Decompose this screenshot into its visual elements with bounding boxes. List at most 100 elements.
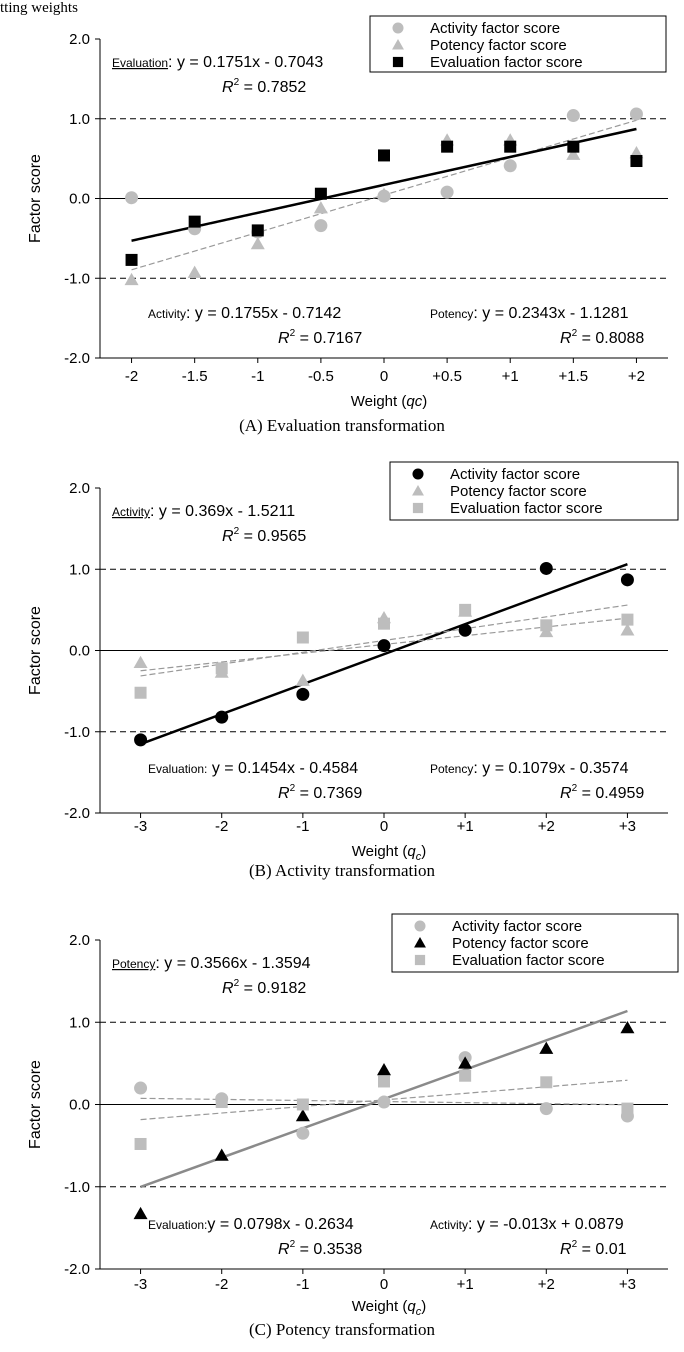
chart-b-point-s2-0 — [134, 686, 147, 699]
chart-b-legend-marker-1 — [412, 485, 424, 496]
chart-c-annotation-eq-0: Potency: y = 0.3566x - 1.3594 — [112, 955, 311, 972]
chart-c-annotation-r2-val-2: = 0.01 — [577, 1241, 626, 1258]
chart-a-x-axis-label-main: Weight ( — [351, 393, 407, 410]
chart-b-annotation-r2-2: R2 = 0.4959 — [560, 783, 644, 802]
chart-a-x-axis-label-close: ) — [422, 393, 427, 410]
chart-a-point-s2-2 — [251, 224, 264, 237]
chart-a-point-s0-0 — [125, 191, 139, 205]
chart-c-annotation-r2-0: R2 = 0.9182 — [222, 978, 306, 997]
chart-c-annotation-label-1: Evaluation: — [148, 1218, 207, 1232]
chart-c-point-s0-0 — [134, 1081, 148, 1095]
chart-c-annotation-r2-sym-2: R — [560, 1241, 572, 1258]
chart-a-point-s2-0 — [125, 253, 138, 266]
chart-b-x-tick-label-2: -1 — [296, 818, 309, 835]
chart-c-x-axis-label: Weight (qc) — [352, 1298, 426, 1318]
chart-b-x-tick-label-0: -3 — [134, 818, 147, 835]
chart-b-annotation-r2-exp-1: 2 — [290, 783, 296, 794]
chart-a-x-tick-label-3: -0.5 — [308, 368, 334, 385]
chart-a-x-tick-label-1: -1.5 — [182, 368, 208, 385]
chart-a-caption: (A) Evaluation transformation — [239, 416, 445, 435]
chart-b-y-tick-label-0: 2.0 — [69, 480, 90, 497]
chart-b-point-s0-2 — [296, 687, 310, 701]
chart-a-fit-line-2 — [131, 127, 637, 242]
chart-c-annotation-r2-sym-0: R — [222, 980, 234, 997]
chart-b-caption: (B) Activity transformation — [248, 861, 436, 880]
chart-c-point-s1-3 — [377, 1062, 391, 1076]
chart-c-point-s1-4 — [458, 1056, 473, 1069]
chart-c-y-axis-label: Factor score — [27, 1060, 44, 1149]
chart-b-annotation-eq-2: Potency: y = 0.1079x - 0.3574 — [430, 760, 629, 777]
chart-c-point-s1-6 — [620, 1021, 635, 1034]
chart-a-x-axis-label: Weight (qc) — [351, 393, 427, 410]
chart-c-annotation-eq-2: Activity: y = -0.013x + 0.0879 — [430, 1216, 624, 1233]
chart-c-annotation-r2-exp-2: 2 — [572, 1239, 578, 1250]
chart-a-point-s2-3 — [314, 187, 327, 200]
chart-a-annotation-eq-2: Potency: y = 0.2343x - 1.1281 — [430, 305, 629, 322]
chart-b-legend-label-1: Potency factor score — [450, 483, 587, 500]
chart-b-annotation-label-0: Activity — [112, 505, 150, 519]
chart-b-x-axis-label-sub: c — [416, 851, 422, 863]
chart-c-legend-marker-2 — [414, 954, 426, 966]
chart-a-point-s2-5 — [441, 140, 454, 153]
chart-b-annotation-formula-2: : y = 0.1079x - 0.3574 — [473, 760, 628, 777]
chart-b-annotation-label-1: Evaluation: — [148, 762, 207, 776]
chart-b-x-tick-label-5: +2 — [538, 818, 555, 835]
chart-a-annotation-r2-2: R2 = 0.8088 — [560, 328, 644, 347]
chart-c-y-tick-label-0: 2.0 — [69, 932, 90, 949]
chart-b-legend-label-2: Evaluation factor score — [450, 500, 603, 517]
chart-b-point-s0-6 — [620, 573, 634, 587]
chart-a-annotation-label-1: Activity — [148, 307, 186, 321]
chart-a-annotation-r2-sym-2: R — [560, 330, 572, 347]
chart-a-annotation-r2-0: R2 = 0.7852 — [222, 77, 306, 96]
chart-c-y-tick-label-2: 0.0 — [69, 1097, 90, 1114]
chart-b-point-s2-4 — [459, 603, 472, 616]
chart-c-x-tick-label-0: -3 — [134, 1276, 147, 1293]
chart-a-point-s2-1 — [188, 215, 201, 228]
chart-a-y-axis-label: Factor score — [27, 154, 44, 243]
chart-b-point-s0-0 — [134, 733, 148, 747]
chart-c-annotation-r2-exp-0: 2 — [234, 978, 240, 989]
chart-b-annotation-r2-0: R2 = 0.9565 — [222, 526, 306, 545]
chart-c-point-s2-1 — [215, 1096, 228, 1109]
chart-b-legend-label-0: Activity factor score — [450, 466, 580, 483]
chart-b-annotation-formula-1: y = 0.1454x - 0.4584 — [207, 760, 358, 777]
chart-a-annotation-eq-1: Activity: y = 0.1755x - 0.7142 — [148, 305, 341, 322]
chart-b-annotation-r2-sym-2: R — [560, 785, 572, 802]
chart-a-legend-marker-0 — [392, 22, 404, 34]
chart-a-point-s1-7 — [566, 147, 581, 160]
chart-a-point-s0-3 — [314, 219, 328, 233]
chart-c-legend-marker-0 — [414, 920, 426, 932]
chart-c-annotation-r2-2: R2 = 0.01 — [560, 1239, 627, 1258]
chart-c-point-s0-2 — [296, 1126, 310, 1140]
chart-b-legend-box — [389, 461, 679, 521]
chart-b-x-tick-label-3: 0 — [380, 818, 388, 835]
chart-b-annotation-r2-1: R2 = 0.7369 — [278, 783, 362, 802]
chart-c-point-s2-6 — [621, 1102, 634, 1115]
chart-a-point-s1-0 — [124, 272, 139, 286]
chart-c-y-tick-label-4: -2.0 — [64, 1261, 90, 1278]
chart-a-legend-marker-2 — [392, 56, 404, 68]
chart-c-point-s0-3 — [377, 1095, 391, 1109]
chart-c-annotation-r2-val-1: = 0.3538 — [295, 1241, 362, 1258]
chart-a-x-tick-label-6: +1 — [502, 368, 519, 385]
chart-b-point-s0-1 — [215, 710, 229, 724]
chart-c-point-s1-1 — [214, 1148, 229, 1161]
chart-a-point-s1-4 — [377, 187, 391, 200]
chart-b-annotation-formula-0: : y = 0.369x - 1.5211 — [150, 503, 295, 520]
chart-a-x-tick-label-5: +0.5 — [432, 368, 462, 385]
chart-a-x-tick-label-8: +2 — [628, 368, 645, 385]
chart-a-legend-label-0: Activity factor score — [430, 20, 560, 37]
chart-a-annotation-r2-exp-2: 2 — [572, 328, 578, 339]
chart-a-x-tick-label-2: -1 — [251, 368, 264, 385]
chart-b-point-s0-4 — [458, 623, 472, 637]
chart-c-annotation-label-2: Activity — [430, 1218, 468, 1232]
chart-c-point-s2-4 — [459, 1069, 472, 1082]
chart-c-x-axis-label-sub: c — [416, 1306, 422, 1318]
chart-c-x-tick-label-3: 0 — [380, 1276, 388, 1293]
chart-b-annotation-r2-exp-0: 2 — [234, 526, 240, 537]
chart-panel-b: 2.0 1.0 0.0 -1.0 -2.0 -3 -2 -1 0 +1 +2 +3 Factor sco… — [0, 456, 684, 896]
chart-b-point-s2-2 — [296, 631, 309, 644]
chart-a-point-s0-8 — [629, 107, 643, 121]
chart-c-legend-label-2: Evaluation factor score — [452, 952, 605, 969]
chart-c-x-axis-label-var: q — [407, 1298, 416, 1315]
